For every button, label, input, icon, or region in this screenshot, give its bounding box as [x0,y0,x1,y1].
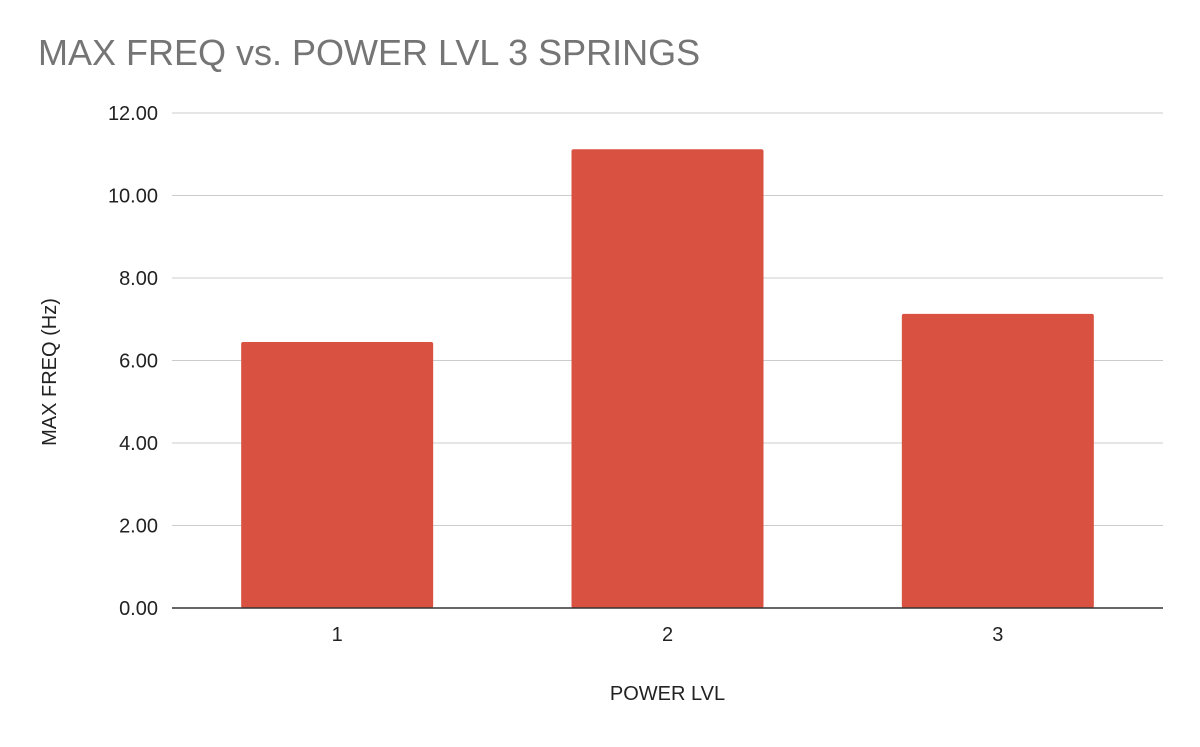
y-tick-label: 6.00 [119,351,158,373]
x-tick-label: 1 [332,624,343,646]
bar [901,313,1094,608]
y-tick-label: 10.00 [108,186,158,208]
y-tick-label: 12.00 [108,103,158,125]
x-tick-label: 2 [662,624,673,646]
chart-title: MAX FREQ vs. POWER LVL 3 SPRINGS [38,32,701,73]
y-tick-label: 8.00 [119,268,158,290]
bar [571,149,764,609]
y-axis-title: MAX FREQ (Hz) [39,298,61,446]
bar [241,341,434,608]
y-tick-label: 4.00 [119,433,158,455]
y-tick-label: 2.00 [119,516,158,538]
y-tick-label: 0.00 [119,598,158,620]
x-tick-label: 3 [992,624,1003,646]
x-axis-title: POWER LVL [610,683,725,705]
